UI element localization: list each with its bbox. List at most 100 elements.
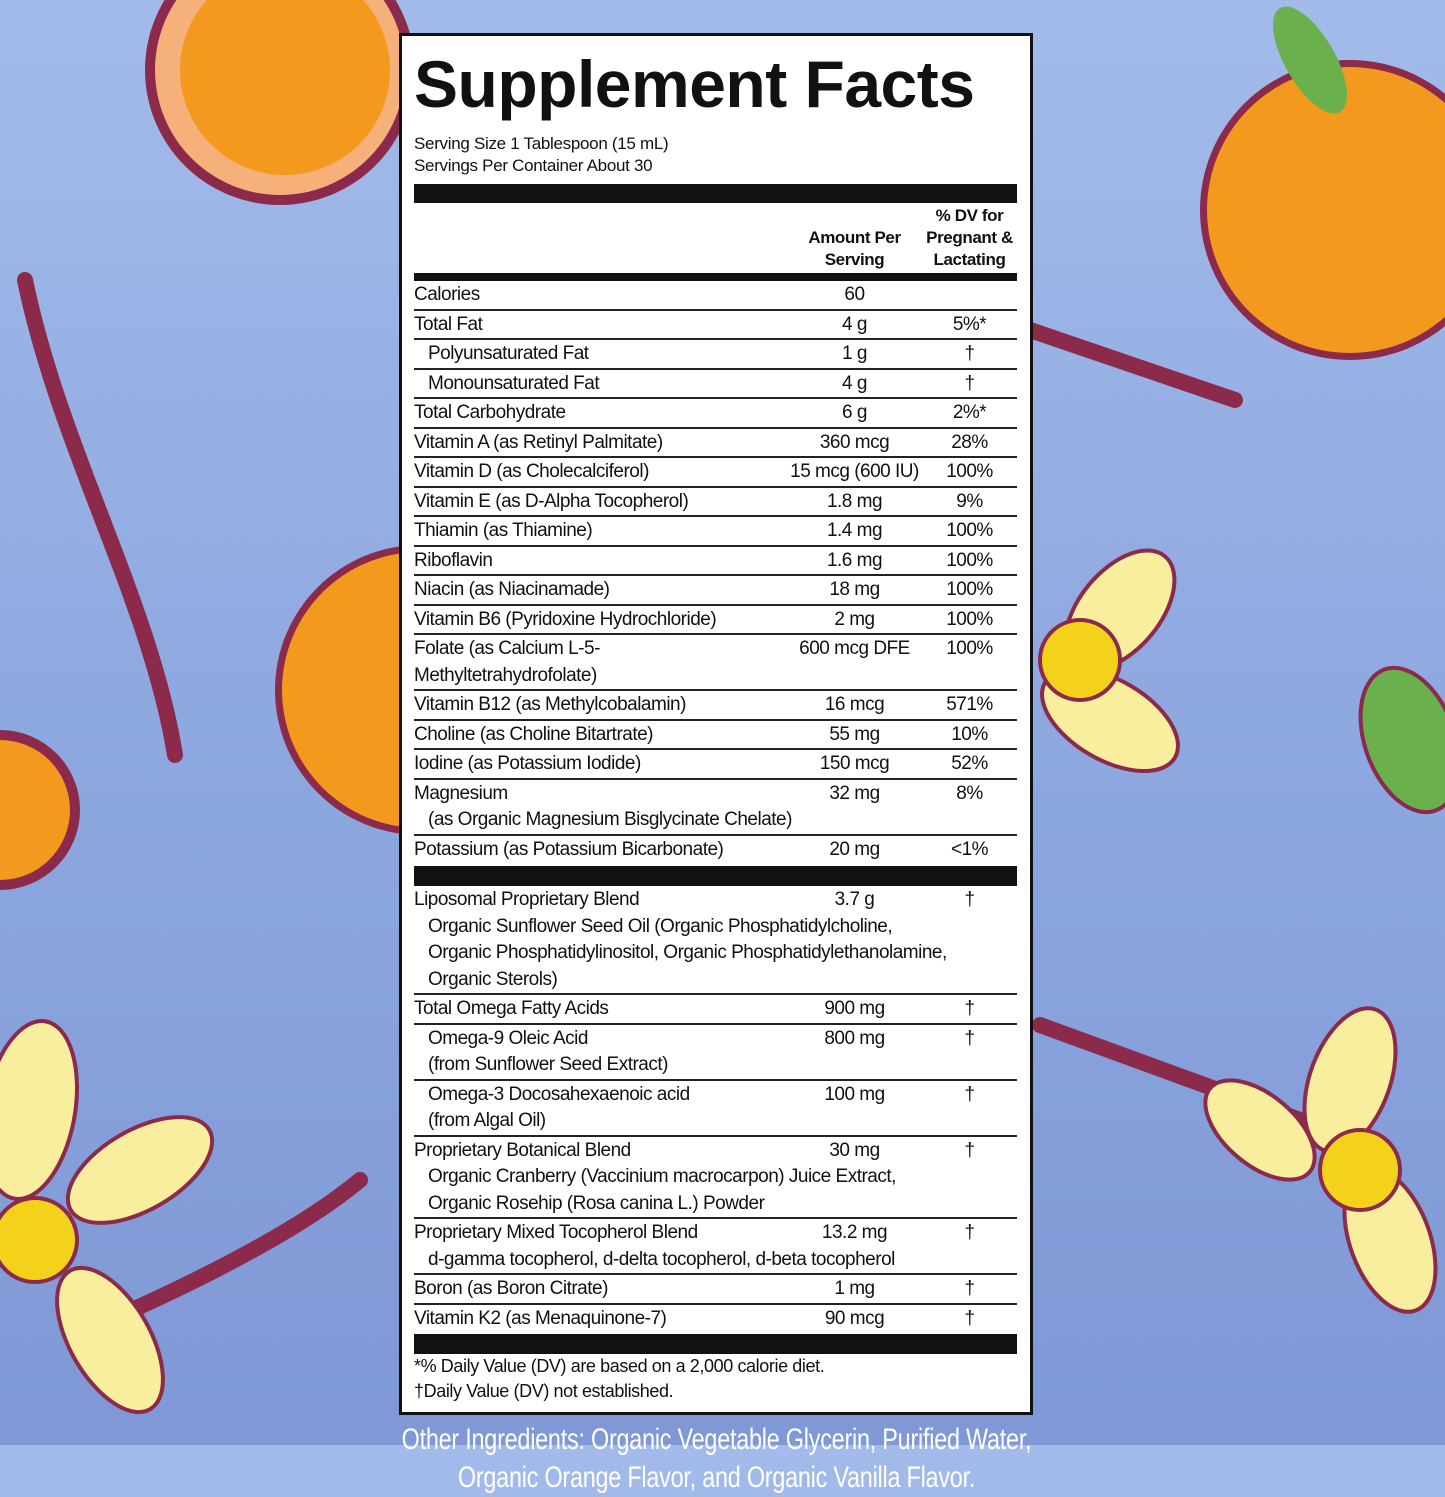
daily-value: 571% (946, 694, 993, 715)
nutrient-name: Total Fat (414, 313, 483, 335)
daily-value: † (964, 1027, 975, 1049)
amount-per-serving: 55 mg (829, 723, 880, 745)
amount-per-serving: 32 mg (829, 782, 880, 804)
nutrient-detail: Organic Sunflower Seed Oil (Organic Phos… (428, 915, 893, 937)
footnote-dv: *% Daily Value (DV) are based on a 2,000… (414, 1356, 825, 1376)
amount-per-serving: 20 mg (829, 838, 880, 860)
dv-header: % DV for Pregnant & Lactating (926, 206, 1013, 269)
table-row: Calories 60 (414, 281, 1017, 311)
amount-per-serving: 13.2 mg (821, 1222, 888, 1243)
table-row: Vitamin B6 (Pyridoxine Hydrochloride) 2 m… (414, 606, 1017, 635)
table-row: Monounsaturated Fat 4 g † (414, 370, 1017, 399)
nutrient-name: Vitamin D (as Cholecalciferol) (414, 461, 649, 482)
amount-per-serving: 1 mg (834, 1278, 875, 1299)
nutrient-name: Folate (as Calcium L-5-Methyltetrahydrof… (414, 638, 600, 686)
nutrient-detail: Organic Rosehip (Rosa canina L.) Powder (428, 1192, 765, 1214)
nutrient-detail: Organic Cranberry (Vaccinium macrocarpon… (428, 1166, 896, 1187)
thick-divider (414, 1334, 1017, 1354)
vanilla-flower-bottom-right (1203, 1006, 1438, 1314)
nutrient-name: Vitamin E (as D-Alpha Tocopherol) (414, 490, 689, 512)
nutrient-name: Thiamin (as Thiamine) (414, 520, 593, 541)
servings-per-container: Servings Per Container About 30 (414, 156, 653, 175)
table-row: Total Carbohydrate 6 g 2%* (414, 399, 1017, 429)
table-row: Potassium (as Potassium Bicarbonate) 20 m… (414, 836, 1017, 864)
amount-header: Amount Per Serving (808, 228, 901, 269)
nutrient-name: Omega-9 Oleic Acid (428, 1027, 588, 1049)
nutrient-name: Proprietary Botanical Blend (414, 1139, 631, 1161)
daily-value: 28% (951, 431, 988, 453)
nutrient-name: Boron (as Boron Citrate) (414, 1278, 608, 1299)
amount-per-serving: 2 mg (834, 608, 875, 630)
other-ingredients-line: Other Ingredients: Organic Vegetable Gly… (401, 1423, 1032, 1456)
vanilla-flower-bottom-left (0, 1019, 215, 1415)
table-row: Total Omega Fatty Acids 900 mg † (414, 995, 1017, 1025)
nutrient-name: Liposomal Proprietary Blend (414, 889, 640, 910)
daily-value: 100% (946, 549, 993, 571)
orange-slice-left (0, 730, 80, 890)
nutrient-name: Vitamin A (as Retinyl Palmitate) (414, 431, 663, 453)
amount-per-serving: 1.6 mg (826, 549, 883, 571)
thick-divider (414, 866, 1017, 886)
nutrient-detail: (from Algal Oil) (428, 1110, 546, 1131)
table-row: Riboflavin 1.6 mg 100% (414, 547, 1017, 576)
nutrient-name: Choline (as Choline Bitartrate) (414, 723, 654, 745)
table-row: Choline (as Choline Bitartrate) 55 mg 10% (414, 721, 1017, 750)
table-row: Omega-3 Docosahexaenoic acid 100 mg † (from… (414, 1081, 1017, 1137)
daily-value: 100% (946, 608, 993, 630)
nutrient-name: Magnesium (414, 782, 508, 804)
daily-value: <1% (950, 838, 989, 860)
daily-value: 100% (946, 579, 993, 600)
nutrient-name: Niacin (as Niacinamade) (414, 579, 610, 600)
column-header: Amount Per Serving % DV for Pregnant & L… (414, 203, 1017, 273)
panel-title: Supplement Facts (414, 47, 975, 121)
daily-value: † (964, 1083, 975, 1105)
amount-per-serving: 6 g (842, 402, 867, 423)
daily-value: 10% (951, 723, 988, 745)
amount-per-serving: 100 mg (824, 1083, 885, 1105)
daily-value: 8% (956, 782, 983, 804)
nutrient-table: Calories 60 Total Fat 4 g 5%* Polyunsaturated… (414, 281, 1017, 863)
amount-per-serving: 18 mg (829, 579, 880, 600)
supplement-facts-panel: Supplement Facts Serving Size 1 Tablespo… (399, 33, 1033, 1415)
table-row: Polyunsaturated Fat 1 g † (414, 340, 1017, 370)
label-area: Supplement Facts Serving Size 1 Tablespo… (399, 33, 1033, 1497)
table-row: Boron (as Boron Citrate) 1 mg † (414, 1275, 1017, 1305)
thick-divider (414, 273, 1017, 281)
table-row: Vitamin A (as Retinyl Palmitate) 360 mcg 2… (414, 429, 1017, 458)
leaf-right (1358, 665, 1445, 815)
amount-per-serving: 3.7 g (834, 889, 875, 910)
amount-per-serving: 15 mcg (600 IU) (790, 461, 919, 482)
nutrient-name: Total Carbohydrate (414, 402, 566, 423)
daily-value: 100% (946, 638, 993, 659)
nutrient-name: Vitamin B12 (as Methylcobalamin) (414, 694, 686, 715)
daily-value: † (964, 889, 975, 910)
daily-value: 2%* (952, 402, 987, 423)
amount-per-serving: 1.4 mg (826, 520, 883, 541)
daily-value: † (964, 1278, 975, 1299)
nutrient-name: Polyunsaturated Fat (428, 343, 589, 364)
daily-value: 100% (946, 461, 993, 482)
nutrient-detail: d-gamma tocopherol, d-delta tocopherol, … (428, 1248, 895, 1270)
table-row: Omega-9 Oleic Acid 800 mg † (from Sunflower… (414, 1025, 1017, 1081)
orange-slice-top-left (145, 0, 415, 205)
daily-value: † (964, 1222, 975, 1243)
table-row: Magnesium 32 mg 8% (as Organic Magnesium Bi… (414, 780, 1017, 836)
amount-per-serving: 150 mcg (819, 753, 890, 774)
table-row: Proprietary Mixed Tocopherol Blend 13.2 m… (414, 1219, 1017, 1275)
daily-value: † (964, 372, 975, 394)
table-row: Niacin (as Niacinamade) 18 mg 100% (414, 576, 1017, 606)
amount-per-serving: 60 (844, 284, 865, 305)
table-row: Proprietary Botanical Blend 30 mg † Organic… (414, 1137, 1017, 1219)
amount-per-serving: 1 g (842, 343, 867, 364)
amount-per-serving: 900 mg (824, 998, 885, 1019)
amount-per-serving: 16 mcg (824, 694, 885, 715)
amount-per-serving: 90 mcg (824, 1307, 885, 1329)
nutrient-name: Riboflavin (414, 549, 493, 571)
nutrient-detail: (as Organic Magnesium Bisglycinate Chela… (428, 809, 792, 830)
amount-per-serving: 360 mcg (819, 431, 890, 453)
table-row: Vitamin D (as Cholecalciferol) 15 mcg (60… (414, 458, 1017, 488)
thick-divider (414, 184, 1017, 203)
table-row: Total Fat 4 g 5%* (414, 311, 1017, 340)
blend-table: Liposomal Proprietary Blend 3.7 g † Organic… (414, 886, 1017, 1332)
nutrient-name: Proprietary Mixed Tocopherol Blend (414, 1222, 698, 1243)
